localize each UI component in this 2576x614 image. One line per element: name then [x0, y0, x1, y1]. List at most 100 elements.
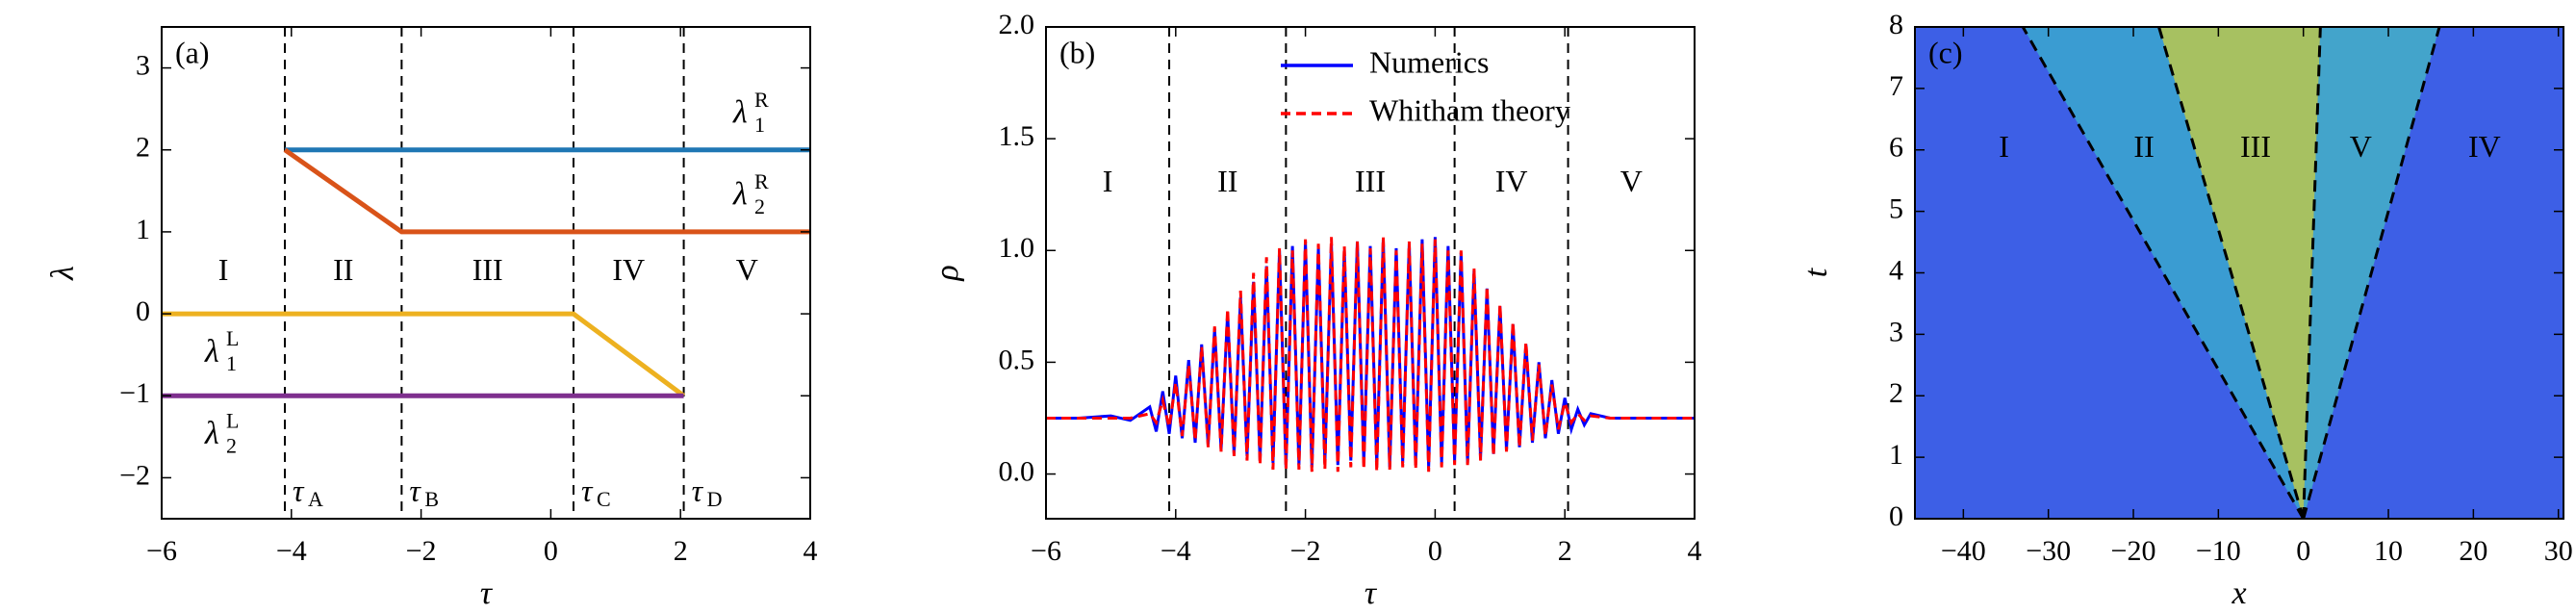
y-tick-label: 1	[136, 214, 150, 245]
series-label-sub: 1	[754, 113, 765, 137]
x-tick-label: 0	[2296, 535, 2310, 567]
series-label: λ	[732, 177, 748, 213]
x-axis-label: x	[2231, 576, 2246, 611]
region-label: IV	[612, 252, 645, 287]
y-tick-label: 4	[1889, 254, 1903, 286]
axes-frame	[161, 26, 811, 520]
series-line	[283, 147, 810, 235]
series-line	[1046, 237, 1695, 473]
panel-label: (c)	[1928, 35, 1963, 69]
x-tick-label: −4	[276, 535, 307, 567]
x-tick-label: −6	[1031, 535, 1061, 567]
y-tick-label: −1	[119, 377, 150, 409]
region-label: V	[2350, 129, 2372, 164]
divider-label: τ	[409, 473, 421, 507]
y-tick-label: 0	[136, 295, 150, 327]
x-tick-label: 4	[803, 535, 818, 567]
region-label: V	[736, 252, 758, 287]
divider-label: τ	[692, 473, 704, 507]
series-line	[1046, 237, 1695, 468]
series-label: λ	[204, 416, 219, 451]
panel-label: (b)	[1059, 35, 1095, 69]
series-label-sub: 2	[226, 433, 237, 457]
y-tick-label: 7	[1889, 70, 1903, 102]
region-label: V	[1620, 164, 1643, 198]
x-tick-label: 20	[2459, 535, 2487, 567]
series-label-sup: L	[226, 326, 239, 350]
y-axis-label: ρ	[930, 265, 965, 281]
y-tick-label: 8	[1889, 9, 1903, 40]
panel-label: (a)	[175, 35, 210, 69]
divider-label-sub: B	[424, 487, 439, 511]
region-label: III	[1355, 164, 1386, 198]
region-label: I	[1103, 164, 1113, 198]
region-label: III	[2240, 129, 2271, 164]
y-tick-label: 6	[1889, 132, 1903, 164]
y-tick-label: 1.0	[999, 232, 1035, 264]
boundary-line	[2021, 27, 2305, 519]
y-tick-label: 1	[1889, 439, 1903, 471]
x-tick-label: −6	[146, 535, 177, 567]
region-label: II	[2133, 129, 2154, 164]
series-label: λ	[204, 334, 219, 370]
boundary-line	[2302, 27, 2322, 519]
series-label-sup: R	[754, 169, 769, 193]
y-tick-label: −2	[119, 459, 150, 491]
wave-zone	[2303, 27, 2440, 519]
region-label: IV	[1495, 164, 1528, 198]
x-tick-label: 0	[1428, 535, 1442, 567]
boundary-line	[2302, 27, 2441, 519]
y-axis-label: t	[1798, 267, 1834, 277]
x-tick-label: −30	[2026, 535, 2071, 567]
series-label: λ	[732, 95, 748, 131]
x-tick-label: 10	[2374, 535, 2403, 567]
y-tick-label: 1.5	[999, 120, 1035, 152]
series-label-sub: 2	[754, 194, 765, 218]
x-tick-label: 2	[1558, 535, 1572, 567]
x-tick-label: −40	[1941, 535, 1986, 567]
series-label-sub: 1	[226, 351, 237, 375]
y-tick-label: 2	[136, 132, 150, 164]
plot-area	[1046, 27, 1695, 519]
x-tick-label: 2	[674, 535, 688, 567]
region-label: IV	[2468, 129, 2501, 164]
y-tick-label: 0.5	[999, 344, 1035, 375]
plot-area	[162, 27, 810, 519]
divider-label: τ	[581, 473, 594, 507]
divider-label: τ	[293, 473, 305, 507]
y-tick-label: 0	[1889, 500, 1903, 532]
legend-label: Numerics	[1369, 44, 1489, 79]
x-tick-label: −2	[406, 535, 437, 567]
y-tick-label: 2	[1889, 377, 1903, 409]
region-label: II	[333, 252, 353, 287]
x-tick-label: −4	[1160, 535, 1191, 567]
y-tick-label: 3	[1889, 316, 1903, 347]
divider-label-sub: A	[308, 487, 323, 511]
y-tick-label: 5	[1889, 193, 1903, 225]
y-tick-label: 2.0	[999, 9, 1035, 40]
boundary-line	[2157, 27, 2306, 519]
x-axis-label: τ	[1365, 576, 1378, 611]
y-tick-label: 3	[136, 49, 150, 81]
region-label: II	[1217, 164, 1237, 198]
series-label-sup: R	[754, 88, 769, 112]
region-label: I	[1999, 129, 2009, 164]
x-tick-label: −20	[2111, 535, 2156, 567]
region-label: III	[472, 252, 503, 287]
plot-area	[1915, 27, 2563, 519]
wave-zone	[2158, 27, 2321, 519]
x-tick-label: 30	[2544, 535, 2573, 567]
region-label: I	[218, 252, 229, 287]
x-tick-label: −10	[2196, 535, 2241, 567]
legend-label: Whitham theory	[1369, 92, 1570, 127]
divider-label-sub: C	[597, 487, 611, 511]
x-tick-label: 0	[544, 535, 558, 567]
series-line	[162, 311, 686, 398]
series-label-sup: L	[226, 408, 239, 432]
x-tick-label: 4	[1688, 535, 1702, 567]
y-tick-label: 0.0	[999, 455, 1035, 487]
axes-frame	[1045, 26, 1696, 520]
x-axis-label: τ	[480, 576, 494, 611]
y-axis-label: λ	[45, 266, 81, 281]
